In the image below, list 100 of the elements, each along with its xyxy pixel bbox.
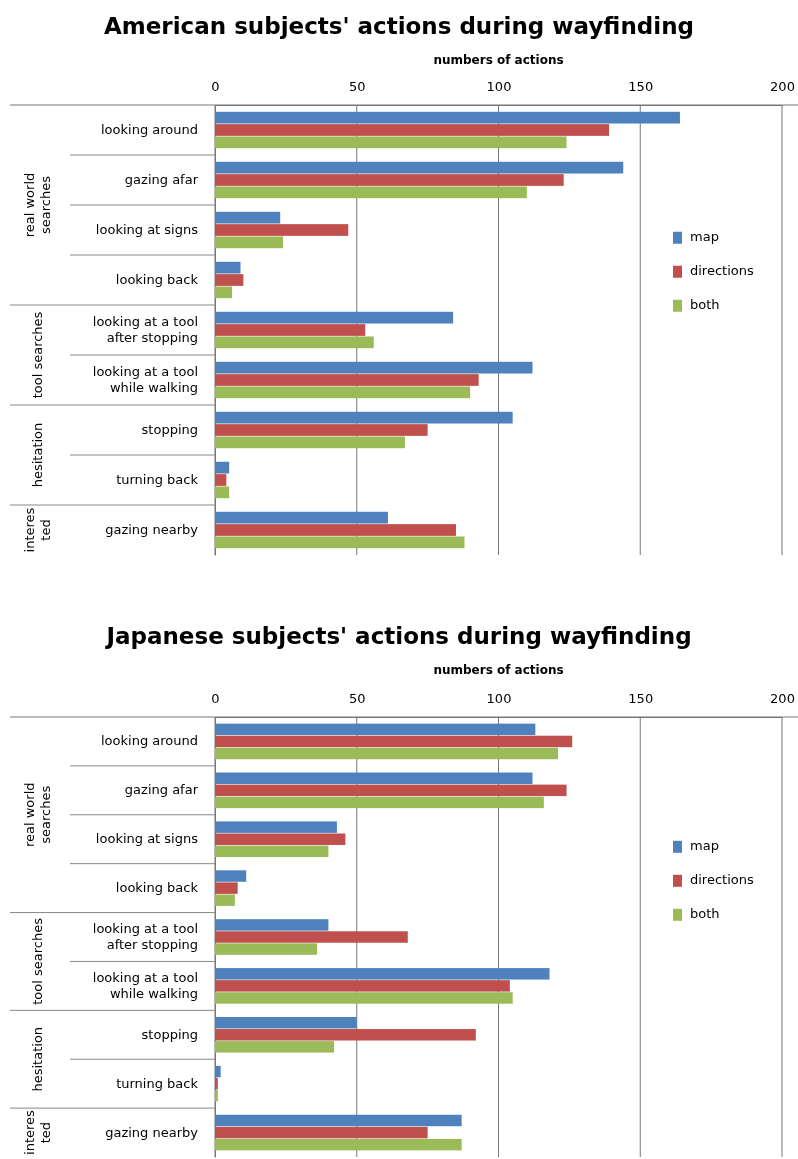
y-tick-label: looking at a tool while walking — [92, 969, 198, 1001]
chart-title: Japanese subjects' actions during wayfinding — [104, 623, 692, 649]
bar — [215, 474, 227, 486]
bar — [215, 274, 244, 286]
bar — [215, 536, 465, 549]
legend-label: both — [690, 906, 720, 922]
bar — [215, 386, 471, 399]
x-axis-title: numbers of actions — [433, 53, 564, 67]
x-tick-label: 50 — [348, 691, 366, 706]
bar — [215, 424, 428, 436]
bar — [215, 1090, 218, 1102]
x-tick-label: 200 — [770, 79, 795, 94]
bar — [215, 286, 233, 299]
bar — [215, 236, 284, 249]
bar — [215, 980, 510, 992]
x-tick-label: 100 — [486, 79, 512, 94]
bar — [215, 486, 230, 499]
bar — [215, 124, 610, 136]
bar — [215, 894, 235, 906]
y-tick-label: turning back — [116, 471, 199, 487]
y-tick-label: turning back — [116, 1075, 199, 1091]
bar — [215, 1041, 335, 1053]
bar — [215, 735, 573, 748]
text: interes ted — [21, 507, 53, 553]
legend-label: map — [690, 838, 719, 854]
bar — [215, 772, 533, 784]
bar — [215, 845, 329, 858]
bar — [215, 1126, 428, 1139]
bar — [215, 524, 456, 536]
bar — [215, 870, 247, 882]
x-tick-label: 50 — [348, 79, 366, 94]
legend-label: map — [690, 229, 719, 245]
bar — [215, 411, 513, 424]
bar — [215, 1077, 218, 1090]
bar — [215, 211, 281, 224]
bar — [215, 324, 366, 336]
y-tick-label: looking at signs — [95, 221, 199, 237]
x-tick-label: 0 — [211, 691, 220, 706]
text: hesitation — [29, 422, 45, 488]
text: tool searches — [29, 311, 45, 399]
bar — [215, 968, 550, 980]
x-tick-label: 150 — [628, 79, 654, 94]
bar — [215, 796, 544, 809]
legend-label: both — [690, 297, 720, 313]
x-tick-label: 200 — [770, 691, 795, 706]
y-tick-label: stopping — [141, 421, 198, 437]
bar — [215, 919, 329, 931]
y-tick-label: gazing nearby — [105, 1124, 199, 1140]
y-tick-label: looking at a tool after stopping — [92, 920, 198, 952]
bar — [215, 361, 533, 374]
bar — [215, 1016, 357, 1029]
bar — [215, 374, 479, 386]
x-axis-title: numbers of actions — [433, 663, 564, 677]
bar — [215, 821, 337, 833]
bar — [215, 111, 680, 124]
bar — [215, 1029, 476, 1041]
bar — [215, 943, 318, 955]
bar — [215, 436, 405, 449]
bar — [215, 1065, 221, 1078]
bar — [215, 931, 408, 943]
bar — [215, 882, 238, 894]
y-tick-label: looking at signs — [95, 830, 199, 846]
bar — [215, 174, 564, 186]
bar — [215, 161, 624, 174]
bar — [215, 1114, 462, 1127]
bar — [215, 311, 454, 324]
legend-label: directions — [690, 263, 754, 279]
bar — [215, 224, 349, 236]
x-tick-label: 100 — [486, 691, 512, 706]
y-tick-label: looking at a tool after stopping — [92, 313, 198, 345]
x-tick-label: 150 — [628, 691, 654, 706]
bar — [215, 992, 513, 1004]
y-tick-label: looking around — [101, 732, 198, 748]
text: interes ted — [21, 1109, 53, 1155]
bar — [215, 461, 230, 474]
bar — [215, 833, 346, 845]
bar — [215, 1138, 462, 1151]
y-tick-label: looking back — [115, 271, 199, 287]
bar — [215, 511, 388, 524]
bar — [215, 784, 567, 797]
chart-title: American subjects' actions during wayfinding — [104, 13, 694, 39]
bar — [215, 723, 536, 736]
text: tool searches — [29, 917, 45, 1005]
legend-label: directions — [690, 872, 754, 888]
y-tick-label: looking at a tool while walking — [92, 363, 198, 395]
x-tick-label: 0 — [211, 79, 220, 94]
bar — [215, 261, 241, 274]
text: real world searches — [21, 782, 53, 848]
bar — [215, 136, 567, 149]
y-tick-label: gazing afar — [124, 781, 199, 797]
bar — [215, 186, 527, 199]
y-tick-label: gazing afar — [124, 171, 199, 187]
text: real world searches — [21, 172, 53, 238]
y-tick-label: looking back — [115, 879, 199, 895]
bar — [215, 336, 374, 349]
text: hesitation — [29, 1026, 45, 1092]
y-tick-label: gazing nearby — [105, 521, 199, 537]
y-tick-label: stopping — [141, 1026, 198, 1042]
y-tick-label: looking around — [101, 121, 198, 137]
bar — [215, 747, 559, 760]
